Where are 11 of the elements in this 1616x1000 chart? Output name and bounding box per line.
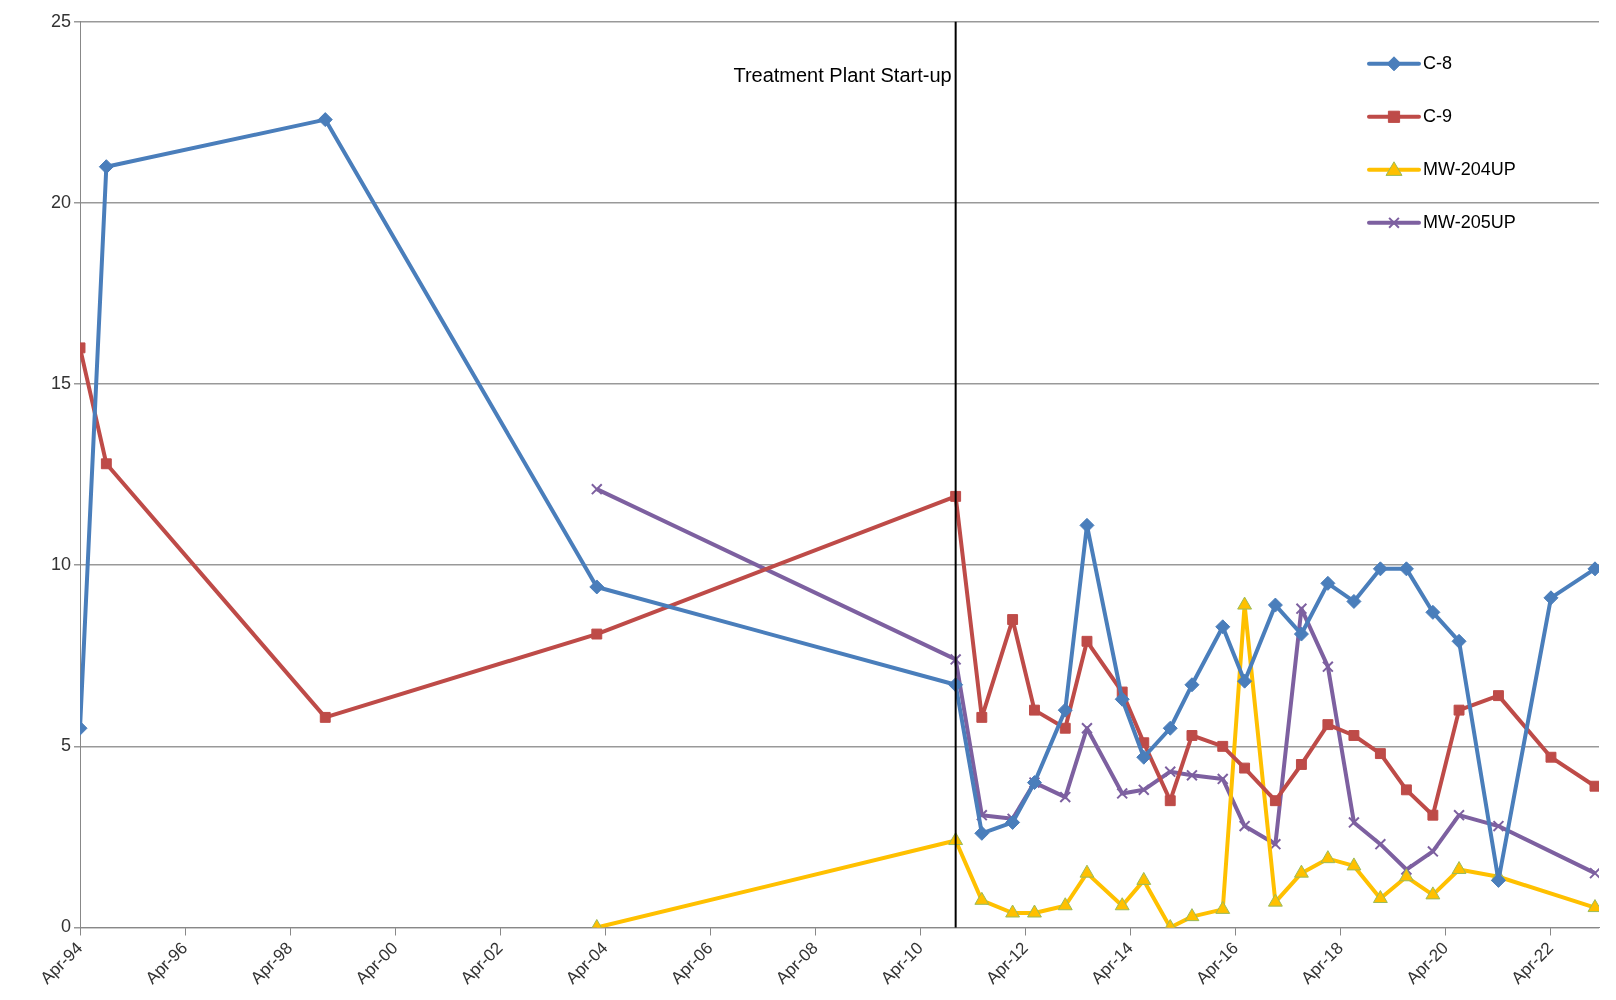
y-tick-label: 15 xyxy=(50,373,72,394)
y-tick-label: 5 xyxy=(61,735,72,756)
legend-label: MW-205UP xyxy=(1423,211,1516,232)
legend-label: C-9 xyxy=(1423,105,1453,126)
legend-label: C-8 xyxy=(1423,52,1453,73)
y-tick-label: 0 xyxy=(61,916,72,937)
y-tick-label: 20 xyxy=(50,191,72,212)
y-tick-label: 25 xyxy=(50,10,72,31)
legend-label: MW-204UP xyxy=(1423,158,1516,179)
ref-line-label: Treatment Plant Start-up xyxy=(733,64,952,87)
y-tick-label: 10 xyxy=(50,554,72,575)
